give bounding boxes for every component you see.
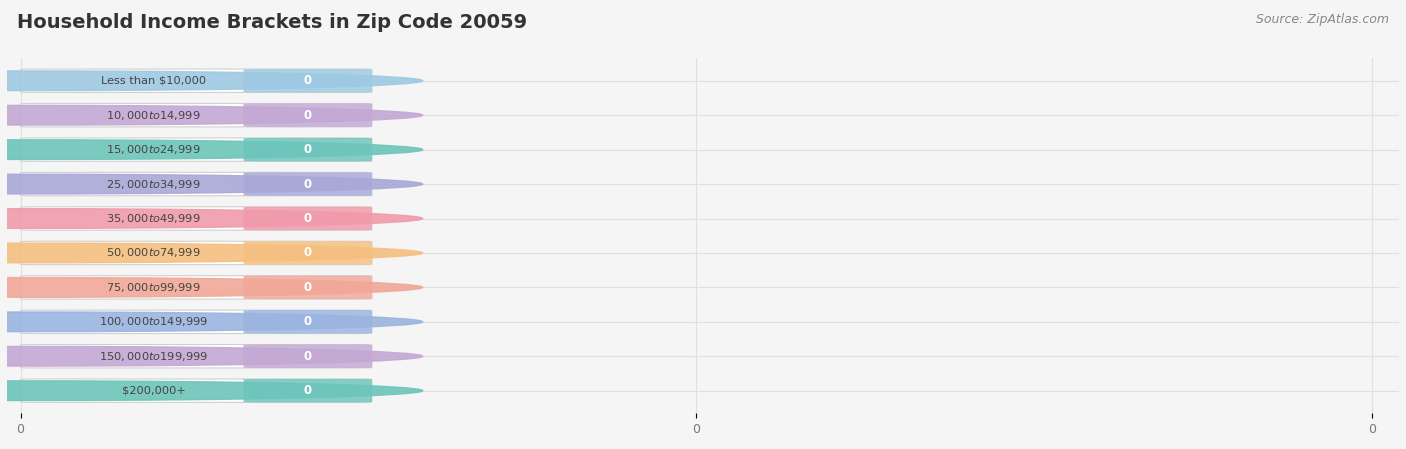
Text: Less than $10,000: Less than $10,000 — [101, 76, 207, 86]
FancyBboxPatch shape — [21, 103, 373, 127]
Circle shape — [0, 106, 423, 125]
FancyBboxPatch shape — [21, 344, 373, 368]
Text: 0: 0 — [304, 143, 312, 156]
FancyBboxPatch shape — [243, 276, 373, 299]
Text: $25,000 to $34,999: $25,000 to $34,999 — [107, 177, 201, 190]
FancyBboxPatch shape — [243, 138, 373, 161]
FancyBboxPatch shape — [243, 344, 373, 368]
Text: 0: 0 — [304, 315, 312, 328]
FancyBboxPatch shape — [243, 310, 373, 334]
Text: $10,000 to $14,999: $10,000 to $14,999 — [107, 109, 201, 122]
Text: 0: 0 — [304, 384, 312, 397]
Text: 0: 0 — [304, 281, 312, 294]
Circle shape — [0, 277, 423, 297]
Text: Household Income Brackets in Zip Code 20059: Household Income Brackets in Zip Code 20… — [17, 13, 527, 32]
Circle shape — [0, 312, 423, 332]
FancyBboxPatch shape — [243, 103, 373, 127]
Text: 0: 0 — [304, 212, 312, 225]
Text: 0: 0 — [304, 247, 312, 260]
Text: $50,000 to $74,999: $50,000 to $74,999 — [107, 247, 201, 260]
Text: $35,000 to $49,999: $35,000 to $49,999 — [107, 212, 201, 225]
FancyBboxPatch shape — [243, 379, 373, 402]
FancyBboxPatch shape — [21, 138, 373, 161]
FancyBboxPatch shape — [21, 276, 373, 299]
Circle shape — [0, 71, 423, 91]
Circle shape — [0, 243, 423, 263]
Text: $150,000 to $199,999: $150,000 to $199,999 — [100, 350, 208, 363]
Text: 0: 0 — [304, 350, 312, 363]
FancyBboxPatch shape — [243, 207, 373, 230]
Text: $100,000 to $149,999: $100,000 to $149,999 — [100, 315, 208, 328]
Text: $15,000 to $24,999: $15,000 to $24,999 — [107, 143, 201, 156]
FancyBboxPatch shape — [21, 207, 373, 230]
FancyBboxPatch shape — [21, 241, 373, 264]
Circle shape — [0, 209, 423, 229]
Circle shape — [0, 381, 423, 401]
Text: Source: ZipAtlas.com: Source: ZipAtlas.com — [1256, 13, 1389, 26]
Text: 0: 0 — [304, 177, 312, 190]
FancyBboxPatch shape — [243, 172, 373, 196]
Text: 0: 0 — [304, 74, 312, 87]
FancyBboxPatch shape — [243, 69, 373, 92]
FancyBboxPatch shape — [21, 310, 373, 334]
FancyBboxPatch shape — [21, 69, 373, 92]
FancyBboxPatch shape — [21, 172, 373, 196]
Text: 0: 0 — [304, 109, 312, 122]
Circle shape — [0, 174, 423, 194]
Circle shape — [0, 140, 423, 159]
Circle shape — [0, 347, 423, 366]
FancyBboxPatch shape — [243, 241, 373, 264]
Text: $75,000 to $99,999: $75,000 to $99,999 — [107, 281, 201, 294]
Text: $200,000+: $200,000+ — [122, 386, 186, 396]
FancyBboxPatch shape — [21, 379, 373, 402]
